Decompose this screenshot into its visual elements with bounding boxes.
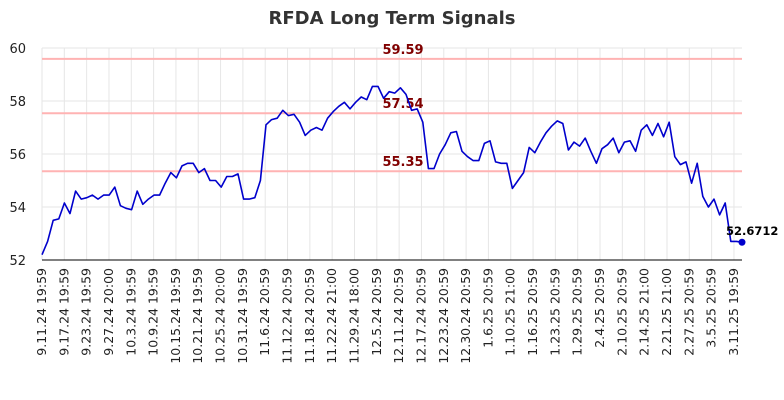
x-tick-label: 10.25.24 20:00	[213, 268, 228, 364]
x-tick-label: 9.11.24 19:59	[34, 268, 49, 356]
x-tick-label: 2.14.25 21:00	[637, 268, 652, 356]
x-tick-label: 1.16.25 20:59	[525, 268, 540, 356]
x-tick-label: 10.31.24 19:59	[235, 268, 250, 364]
x-tick-label: 11.12.24 20:59	[280, 268, 295, 364]
x-tick-label: 2.10.25 20:59	[614, 268, 629, 356]
y-tick-label: 60	[9, 42, 26, 57]
x-tick-label: 10.21.24 19:59	[190, 268, 205, 364]
x-tick-label: 11.29.24 18:00	[346, 268, 361, 364]
x-tick-label: 12.5.24 20:59	[369, 268, 384, 356]
series-line	[41, 85, 743, 256]
x-tick-label: 12.23.24 20:59	[436, 268, 451, 364]
x-tick-label: 9.17.24 19:59	[56, 268, 71, 356]
y-tick-label: 58	[9, 95, 26, 110]
tick-labels: 52 54 56 58 60 9.11.24 19:59 9.17.24 19:59 9.23…	[9, 42, 778, 364]
x-tick-label: 11.6.24 20:59	[257, 268, 272, 356]
x-tick-label: 3.11.25 19:59	[726, 268, 741, 356]
x-tick-label: 3.5.25 20:59	[704, 268, 719, 348]
chart-title: RFDA Long Term Signals	[268, 8, 516, 29]
x-tick-label: 10.15.24 19:59	[168, 268, 183, 364]
last-value-label: 52.6712	[726, 224, 778, 238]
x-tick-label: 1.23.25 20:59	[547, 268, 562, 356]
x-tick-label: 2.27.25 20:59	[681, 268, 696, 356]
x-tick-label: 1.29.25 20:59	[570, 268, 585, 356]
x-tick-label: 12.17.24 20:59	[413, 268, 428, 364]
price-series	[41, 85, 746, 256]
last-point-marker	[738, 238, 746, 246]
x-tick-label: 10.3.24 19:59	[123, 268, 138, 356]
x-tick-label: 10.9.24 19:59	[146, 268, 161, 356]
y-tick-label: 54	[9, 201, 26, 216]
x-tick-label: 12.11.24 20:59	[391, 268, 406, 364]
grid-lines	[41, 47, 742, 261]
x-tick-label: 11.18.24 20:59	[302, 268, 317, 364]
signal-levels: 59.59 57.54 55.35	[42, 43, 742, 173]
x-tick-label: 11.22.24 21:00	[324, 268, 339, 364]
x-tick-label: 2.4.25 20:59	[592, 268, 607, 348]
x-tick-label: 9.27.24 20:00	[101, 268, 116, 356]
x-tick-label: 9.23.24 19:59	[79, 268, 94, 356]
level-label: 55.35	[382, 155, 423, 170]
x-tick-label: 1.6.25 20:59	[480, 268, 495, 348]
level-label: 57.54	[382, 97, 423, 112]
x-tick-label: 2.21.25 21:00	[659, 268, 674, 356]
y-tick-label: 52	[9, 254, 26, 269]
y-tick-label: 56	[9, 148, 26, 163]
level-label: 59.59	[382, 43, 423, 58]
x-tick-label: 12.30.24 20:59	[458, 268, 473, 364]
x-tick-label: 1.10.25 21:00	[503, 268, 518, 356]
